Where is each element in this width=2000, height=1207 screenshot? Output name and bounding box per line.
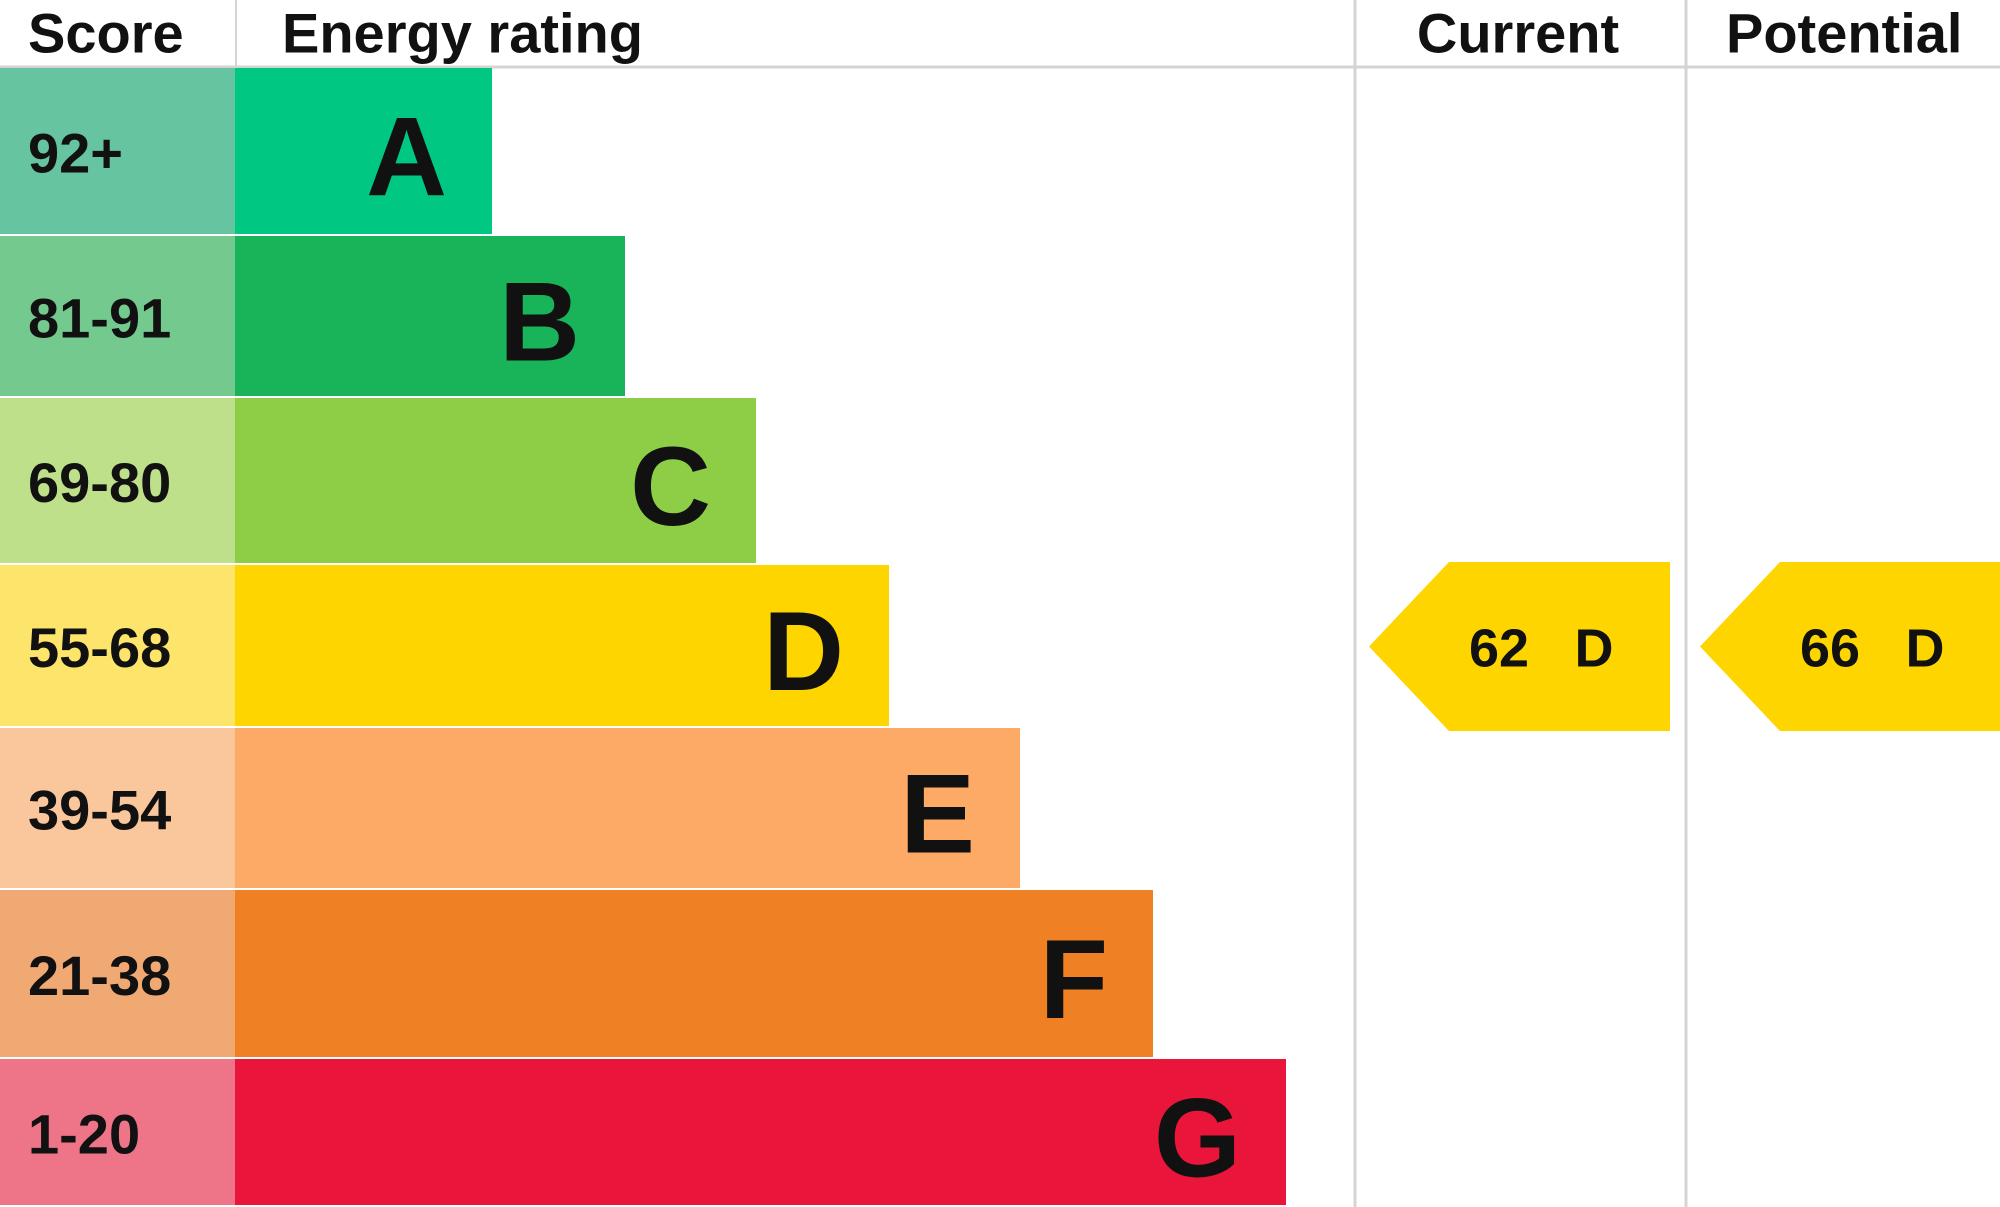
rating-arrow	[1369, 562, 1670, 731]
rating-bar	[235, 236, 625, 396]
rating-letter: D	[1906, 619, 1945, 679]
score-range: 92+	[28, 122, 123, 185]
score-range: 39-54	[28, 779, 171, 842]
rating-bar	[235, 890, 1153, 1057]
rating-score: 62	[1469, 619, 1529, 679]
score-cell	[0, 728, 235, 888]
header-score: Score	[28, 2, 184, 65]
score-cell	[0, 398, 235, 563]
rating-letter: D	[1575, 619, 1614, 679]
score-cell	[0, 68, 235, 234]
header-current: Current	[1417, 2, 1619, 65]
score-range: 81-91	[28, 287, 171, 350]
score-range: 1-20	[28, 1103, 140, 1166]
score-range: 21-38	[28, 944, 171, 1007]
rating-letter: D	[763, 589, 844, 714]
score-cell	[0, 236, 235, 396]
rating-score: 66	[1800, 619, 1860, 679]
rating-letter: F	[1040, 917, 1108, 1042]
rating-arrow	[1700, 562, 2000, 731]
rating-bar	[235, 398, 756, 563]
rating-bar	[235, 68, 492, 234]
header-potential: Potential	[1726, 2, 1962, 65]
header-rating: Energy rating	[282, 2, 643, 65]
rating-letter: A	[366, 95, 447, 220]
rating-letter: E	[900, 752, 975, 877]
score-cell	[0, 890, 235, 1057]
rating-letter: B	[499, 260, 580, 385]
score-cell	[0, 565, 235, 726]
rating-letter: C	[630, 424, 711, 549]
score-cell	[0, 1059, 235, 1205]
score-range: 69-80	[28, 451, 171, 514]
score-range: 55-68	[28, 616, 171, 679]
rating-letter: G	[1154, 1076, 1241, 1201]
rating-bar	[235, 1059, 1286, 1205]
rating-bar	[235, 728, 1020, 888]
rating-bar	[235, 565, 889, 726]
